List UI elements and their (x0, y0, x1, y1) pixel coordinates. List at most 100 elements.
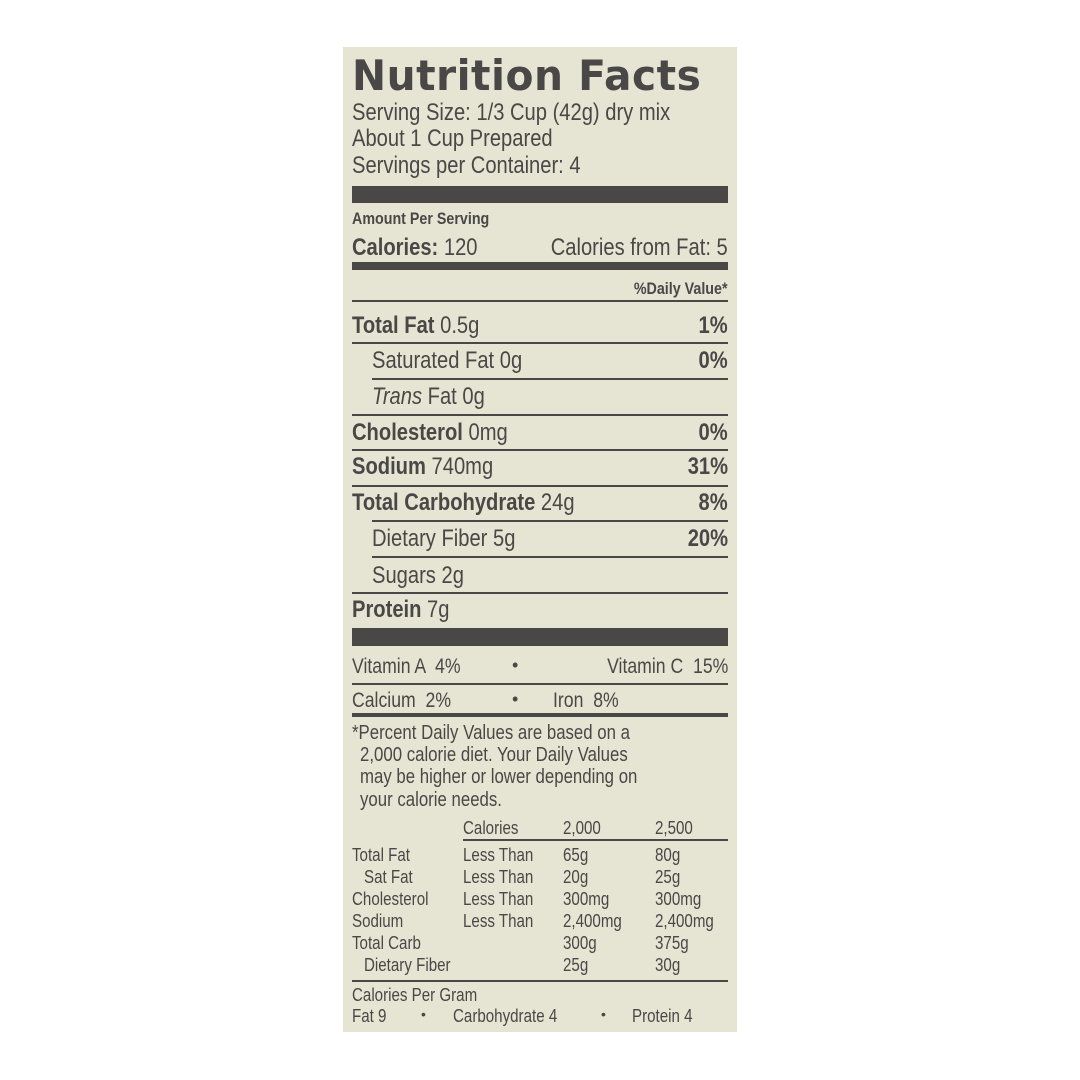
dv-total-fat: 1% (698, 312, 728, 339)
amount-per-serving: Amount Per Serving (352, 209, 490, 228)
nutrient-name: Sugars (372, 562, 436, 589)
nutrient-amount: 5g (492, 525, 516, 552)
nutrient-name: Trans (372, 383, 423, 410)
table-cell: 300mg (655, 889, 702, 909)
footnote-line: 2,000 calorie diet. Your Daily Values (360, 744, 628, 766)
divider (372, 378, 728, 380)
divider (352, 713, 728, 717)
carbohydrate-per-gram: Carbohydrate 4 (453, 1006, 558, 1026)
nutrient-amount: Fat 0g (427, 383, 485, 410)
nutrient-name: Protein (352, 596, 422, 623)
divider-medium (352, 262, 728, 270)
vitamin-a: Vitamin A 4% (352, 655, 461, 678)
nutrient-trans-fat: Trans Fat 0g (372, 385, 485, 409)
bullet: • (421, 1006, 426, 1022)
nutrient-name: Total Carbohydrate (352, 489, 536, 516)
divider (352, 342, 728, 344)
nutrient-name: Dietary Fiber (372, 525, 488, 552)
table-cell: 30g (655, 955, 681, 975)
nutrient-cholesterol: Cholesterol 0mg (352, 421, 508, 445)
nutrient-name: Sodium (352, 453, 426, 480)
table-cell: Less Than (463, 889, 534, 909)
footnote-line: *Percent Daily Values are based on a (352, 722, 630, 744)
table-cell: Dietary Fiber (364, 955, 451, 975)
bullet: • (512, 655, 519, 675)
calories-row: Calories: 120 (352, 236, 478, 260)
table-cell: 2,400mg (563, 911, 622, 931)
nutrient-name: Cholesterol (352, 419, 463, 446)
table-header: Calories (463, 818, 519, 838)
dv-saturated-fat: 0% (698, 347, 728, 374)
vitamin-c: Vitamin C 15% (606, 655, 728, 678)
footnote-line: your calorie needs. (360, 789, 502, 811)
divider (352, 300, 728, 302)
bullet: • (512, 689, 519, 709)
table-cell: Total Fat (352, 845, 410, 865)
calories-from-fat: Calories from Fat: 5 (550, 234, 728, 261)
protein-per-gram: Protein 4 (632, 1006, 693, 1026)
divider (352, 683, 728, 685)
divider (352, 414, 728, 416)
divider (352, 980, 728, 982)
table-cell: Less Than (463, 911, 534, 931)
footnote-line: may be higher or lower depending on (360, 766, 638, 788)
nutrient-amount: 24g (540, 489, 575, 516)
nutrient-saturated-fat: Saturated Fat 0g (372, 349, 522, 373)
nutrient-protein: Protein 7g (352, 598, 449, 622)
divider (352, 592, 728, 594)
table-cell: 20g (563, 867, 589, 887)
table-cell: 375g (655, 933, 689, 953)
table-cell: 25g (655, 867, 681, 887)
calories-label: Calories: (352, 234, 439, 261)
table-cell: 300mg (563, 889, 610, 909)
nutrient-amount: 0.5g (440, 312, 480, 339)
divider-thick (352, 628, 728, 646)
nutrient-amount: 7g (427, 596, 450, 623)
divider (352, 485, 728, 487)
nutrient-dietary-fiber: Dietary Fiber 5g (372, 527, 515, 551)
table-cell: 300g (563, 933, 597, 953)
nutrition-label (343, 47, 737, 1032)
dv-total-carbohydrate: 8% (698, 489, 728, 516)
bullet: • (601, 1006, 606, 1022)
calories-per-gram-label: Calories Per Gram (352, 985, 478, 1005)
dv-sodium: 31% (687, 453, 728, 480)
nutrient-amount: 740mg (431, 453, 494, 480)
dv-dietary-fiber: 20% (687, 525, 728, 552)
table-cell: Total Carb (352, 933, 421, 953)
calories-value: 120 (443, 234, 478, 261)
table-cell: 2,400mg (655, 911, 714, 931)
table-header: 2,500 (655, 818, 693, 838)
nutrient-total-carbohydrate: Total Carbohydrate 24g (352, 491, 575, 515)
nutrient-name: Total Fat (352, 312, 435, 339)
table-cell: Sat Fat (364, 867, 413, 887)
table-cell: 65g (563, 845, 589, 865)
nutrient-amount: 2g (441, 562, 464, 589)
table-cell: 80g (655, 845, 681, 865)
dv-cholesterol: 0% (698, 419, 728, 446)
table-cell: Less Than (463, 867, 534, 887)
divider (372, 556, 728, 558)
table-cell: Sodium (352, 911, 404, 931)
nutrient-name: Saturated Fat (372, 347, 495, 374)
table-cell: 25g (563, 955, 589, 975)
table-cell: Cholesterol (352, 889, 429, 909)
servings-per-container: Servings per Container: 4 (352, 152, 581, 179)
nutrient-sodium: Sodium 740mg (352, 455, 493, 479)
divider (463, 839, 728, 841)
table-cell: Less Than (463, 845, 534, 865)
daily-value-header: %Daily Value* (634, 279, 728, 298)
calcium: Calcium 2% (352, 689, 452, 712)
prepared-amount: About 1 Cup Prepared (352, 125, 553, 152)
nutrient-sugars: Sugars 2g (372, 564, 464, 588)
iron: Iron 8% (553, 689, 619, 712)
divider-thick (352, 186, 728, 203)
nutrient-amount: 0mg (468, 419, 508, 446)
fat-per-gram: Fat 9 (352, 1006, 387, 1026)
divider (372, 520, 728, 522)
nutrient-total-fat: Total Fat 0.5g (352, 314, 479, 338)
label-title: Nutrition Facts (352, 51, 702, 100)
nutrient-amount: 0g (499, 347, 523, 374)
serving-size: Serving Size: 1/3 Cup (42g) dry mix (352, 99, 671, 126)
table-header: 2,000 (563, 818, 601, 838)
